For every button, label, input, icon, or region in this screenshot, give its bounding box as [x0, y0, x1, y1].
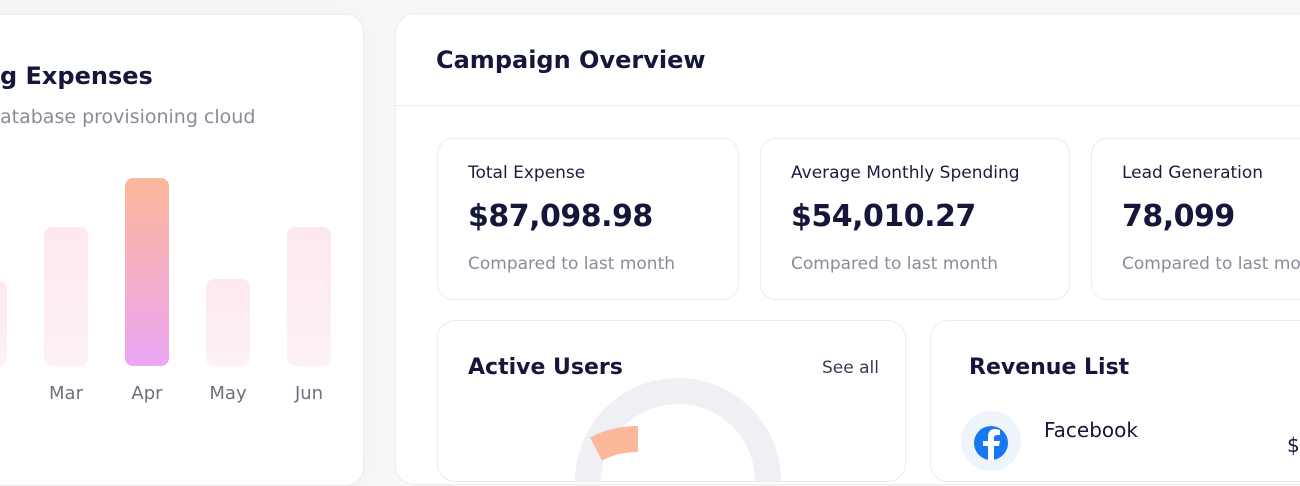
- section-title: Revenue List: [969, 355, 1130, 380]
- section-title: Active Users: [468, 355, 623, 380]
- stat-card: Lead Generation 78,099 Compared to last …: [1091, 138, 1300, 300]
- stat-card: Total Expense $87,098.98 Compared to las…: [437, 138, 739, 300]
- divider: [396, 105, 1300, 106]
- chart-subtitle: atabase provisioning cloud: [0, 106, 256, 128]
- donut-segment: [590, 426, 639, 461]
- donut-chart: [575, 378, 781, 481]
- stat-label: Average Monthly Spending: [791, 163, 1020, 183]
- bar: [287, 227, 331, 366]
- revenue-amount: $: [1287, 433, 1300, 457]
- stat-value: $54,010.27: [791, 199, 976, 234]
- stat-note: Compared to last month: [1122, 254, 1300, 274]
- page: {"chart_data": {"type": "bar", "title": …: [0, 13, 1300, 486]
- x-tick-label: Jun: [294, 383, 323, 404]
- stat-value: 78,099: [1122, 199, 1235, 234]
- facebook-icon: [961, 411, 1021, 471]
- stat-note: Compared to last month: [791, 254, 999, 274]
- revenue-card: Revenue List Facebook $: [930, 320, 1300, 482]
- see-all-link[interactable]: See all: [822, 358, 879, 378]
- bar: [0, 281, 7, 366]
- chart-title: g Expenses: [0, 62, 153, 90]
- revenue-name: Facebook: [1044, 418, 1138, 442]
- bar: [125, 178, 169, 366]
- x-tick-label: Mar: [49, 383, 84, 404]
- x-tick-label: Apr: [131, 383, 163, 404]
- stat-label: Lead Generation: [1122, 163, 1264, 183]
- stat-label: Total Expense: [468, 163, 586, 183]
- bar: [44, 227, 88, 366]
- stat-card: Average Monthly Spending $54,010.27 Comp…: [760, 138, 1070, 300]
- x-tick-label: May: [209, 383, 247, 404]
- bar: [206, 279, 250, 366]
- active-users-card: Active Users See all: [437, 320, 906, 482]
- stat-value: $87,098.98: [468, 199, 653, 234]
- stat-note: Compared to last month: [468, 254, 676, 274]
- campaign-title: Campaign Overview: [436, 46, 706, 74]
- bar-chart: Mar Apr May Jun: [0, 178, 331, 404]
